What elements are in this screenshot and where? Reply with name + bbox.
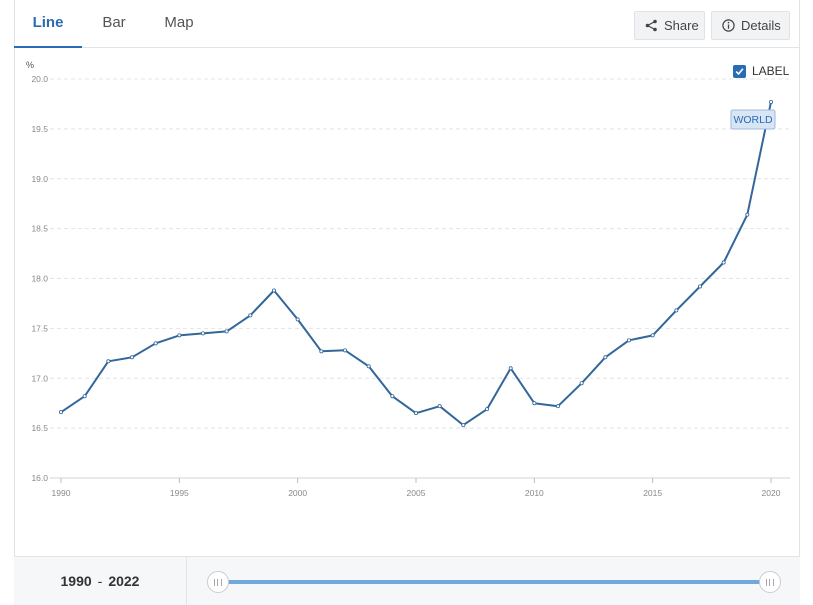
y-tick-label: 18.0 (31, 274, 48, 284)
data-point[interactable] (366, 364, 371, 369)
label-toggle[interactable]: LABEL (733, 64, 789, 78)
data-point[interactable] (200, 331, 205, 336)
chart-type-tabs: Line Bar Map Share Details (14, 0, 800, 48)
data-point[interactable] (698, 284, 703, 289)
data-point[interactable] (579, 381, 584, 386)
y-axis-unit: % (26, 60, 34, 70)
data-point[interactable] (532, 401, 537, 406)
range-slider-track[interactable] (218, 580, 770, 584)
series-label-text: WORLD (733, 114, 773, 126)
range-end: 2022 (108, 573, 140, 589)
tab-bar[interactable]: Bar (102, 14, 126, 31)
x-tick-label: 2015 (643, 488, 662, 498)
data-point[interactable] (674, 308, 679, 313)
y-tick-label: 19.5 (31, 124, 48, 134)
series-line (60, 101, 772, 427)
label-toggle-text: LABEL (752, 64, 790, 78)
data-point[interactable] (721, 260, 726, 265)
range-separator: - (97, 573, 103, 589)
series-world (59, 99, 774, 428)
x-tick-label: 1995 (170, 488, 189, 498)
data-point[interactable] (508, 366, 513, 371)
details-button[interactable]: Details (711, 11, 790, 40)
data-point[interactable] (650, 333, 655, 338)
x-tick-label: 1990 (52, 488, 71, 498)
share-icon (645, 19, 658, 32)
line-chart: % 16.0 16.5 17.0 17.5 18.0 18.5 19.0 19.5 20.0 1… (26, 60, 790, 498)
data-point[interactable] (461, 423, 466, 428)
gridlines (50, 78, 790, 479)
share-button[interactable]: Share (634, 11, 705, 40)
data-point[interactable] (106, 359, 111, 364)
data-point[interactable] (153, 341, 158, 346)
tab-map[interactable]: Map (164, 14, 194, 31)
data-point[interactable] (129, 355, 134, 360)
y-tick-label: 20.0 (31, 74, 48, 84)
data-point[interactable] (413, 411, 418, 416)
y-tick-label: 18.5 (31, 224, 48, 234)
series-label-box (730, 109, 776, 130)
data-point[interactable] (319, 349, 324, 354)
time-range-bar: 1990 - 2022 (14, 556, 800, 605)
tab-line[interactable]: Line (14, 0, 82, 48)
range-start-handle[interactable] (207, 571, 229, 593)
x-tick-label: 2020 (762, 488, 781, 498)
info-icon (722, 19, 735, 32)
data-point[interactable] (390, 394, 395, 399)
y-tick-label: 16.0 (31, 473, 48, 483)
data-point[interactable] (484, 407, 489, 412)
x-tick-label: 2005 (407, 488, 426, 498)
y-tick-label: 17.0 (31, 373, 48, 383)
grip-icon (214, 578, 222, 586)
data-point[interactable] (437, 404, 442, 409)
data-point[interactable] (745, 212, 750, 217)
chart-panel (14, 0, 800, 605)
data-point[interactable] (59, 410, 64, 415)
data-point[interactable] (627, 338, 632, 343)
data-point[interactable] (177, 333, 182, 338)
x-axis-ticks: 1990 1995 2000 2005 2010 2015 2020 (52, 478, 781, 498)
y-tick-label: 19.0 (31, 174, 48, 184)
data-point[interactable] (82, 394, 87, 399)
x-tick-label: 2000 (288, 488, 307, 498)
grip-icon (766, 578, 774, 586)
data-point[interactable] (342, 348, 347, 353)
range-label: 1990 - 2022 (14, 557, 187, 605)
data-point[interactable] (603, 355, 608, 360)
x-tick-label: 2010 (525, 488, 544, 498)
data-point[interactable] (769, 99, 774, 104)
data-point[interactable] (248, 313, 253, 318)
details-label: Details (741, 18, 781, 33)
share-label: Share (664, 18, 699, 33)
y-tick-label: 17.5 (31, 323, 48, 333)
data-point[interactable] (271, 288, 276, 293)
range-end-handle[interactable] (759, 571, 781, 593)
data-point[interactable] (556, 404, 561, 409)
data-point[interactable] (224, 329, 229, 334)
data-point[interactable] (295, 317, 300, 322)
range-start: 1990 (60, 573, 92, 589)
series-end-label: WORLD (730, 109, 776, 130)
checkbox-checked-icon[interactable] (733, 64, 746, 78)
y-axis-ticks: 16.0 16.5 17.0 17.5 18.0 18.5 19.0 19.5 20.0 (31, 74, 48, 483)
y-tick-label: 16.5 (31, 423, 48, 433)
